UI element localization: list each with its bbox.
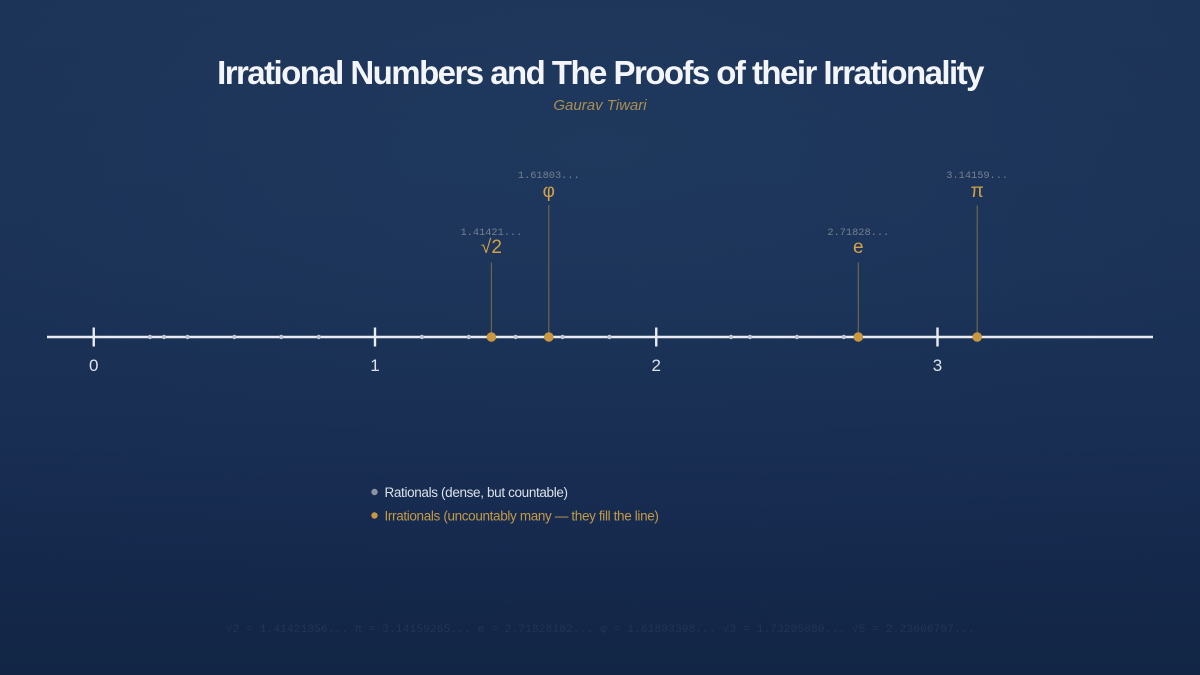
svg-text:φ: φ (543, 181, 555, 202)
svg-text:2.71828...: 2.71828... (827, 227, 889, 239)
svg-text:e: e (853, 237, 864, 258)
svg-text:0: 0 (89, 356, 98, 375)
svg-text:√2 = 1.41421356... π = 3.1415: √2 = 1.41421356... π = 3.14159265... e =… (226, 623, 975, 636)
svg-text:3: 3 (933, 356, 942, 375)
svg-text:Rationals (dense, but countabl: Rationals (dense, but countable) (385, 485, 568, 500)
svg-text:√2: √2 (481, 237, 502, 258)
svg-text:1: 1 (370, 356, 379, 375)
svg-text:3.14159...: 3.14159... (946, 170, 1008, 182)
svg-text:π: π (971, 181, 984, 202)
svg-text:2: 2 (652, 356, 661, 375)
svg-text:1.41421...: 1.41421... (461, 227, 523, 239)
svg-text:Irrationals (uncountably many: Irrationals (uncountably many — they fil… (385, 509, 659, 524)
svg-text:1.61803...: 1.61803... (518, 170, 580, 182)
